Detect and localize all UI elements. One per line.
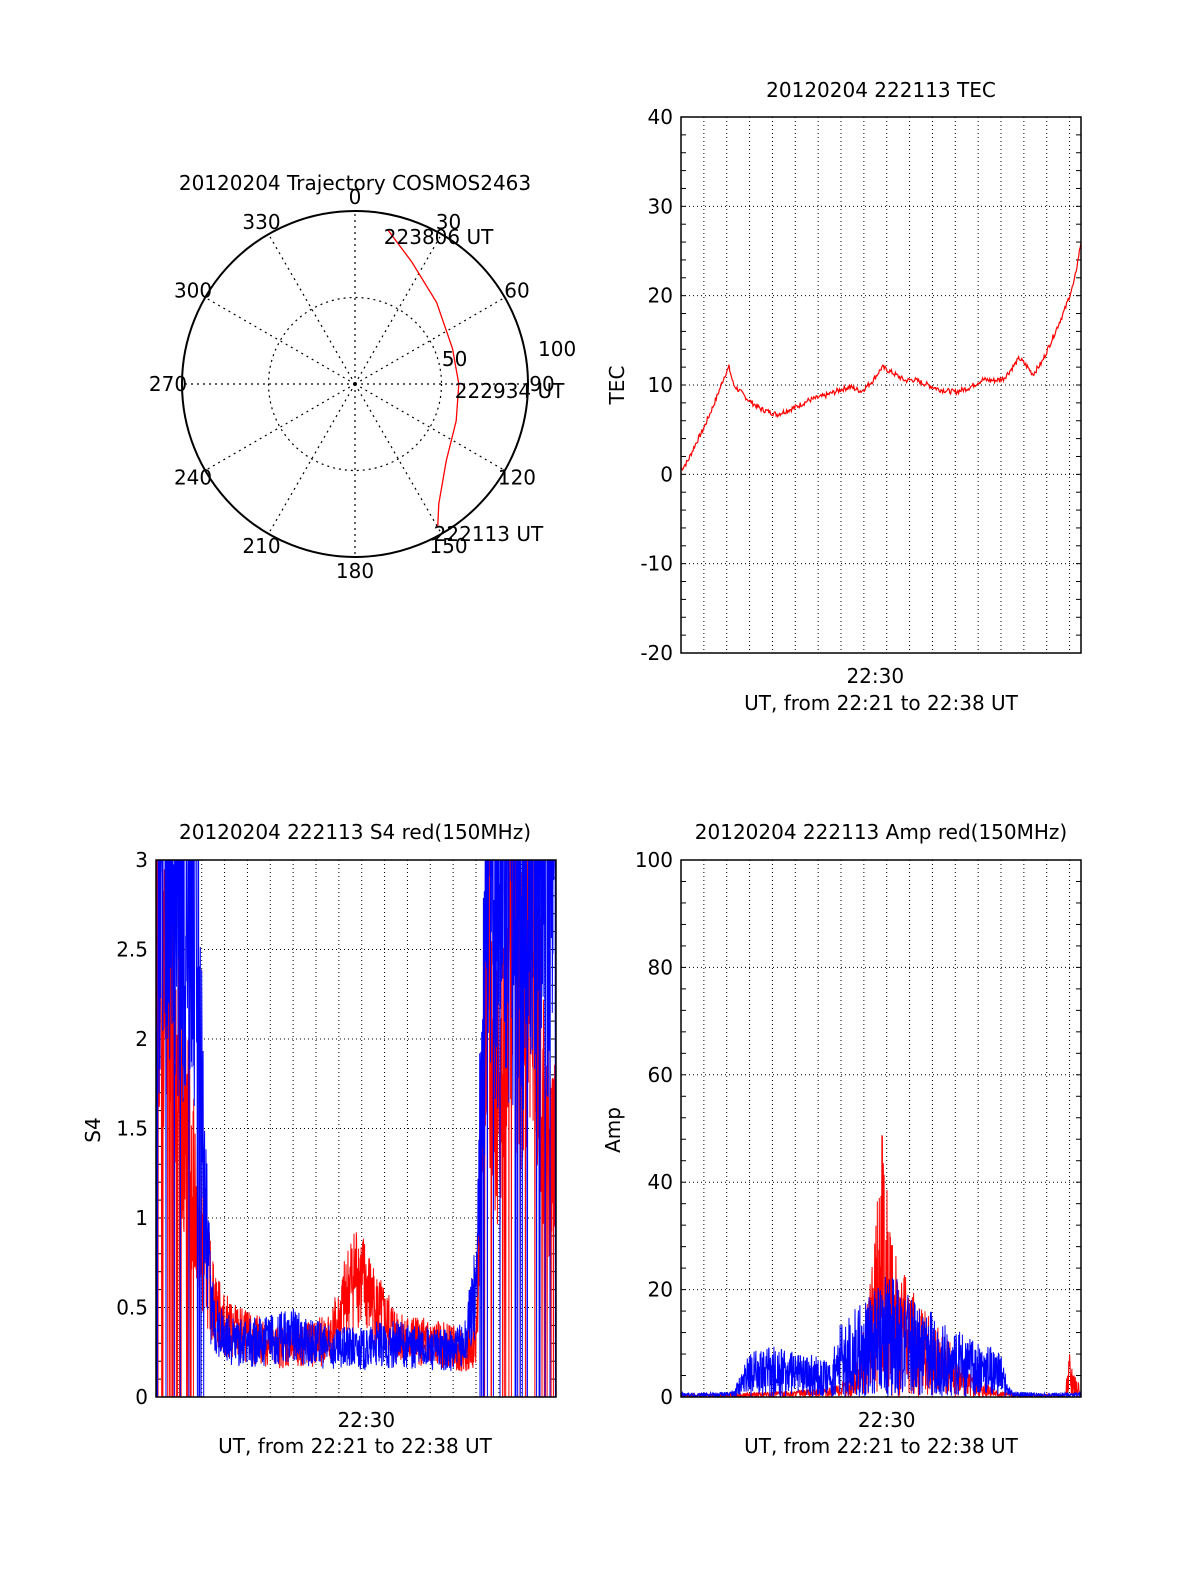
y-tick-label: 0	[135, 1385, 148, 1409]
polar-time-label: 222934 UT	[455, 379, 565, 403]
polar-azimuth-label: 240	[174, 466, 212, 490]
plot-frame	[155, 859, 557, 1398]
x-tick-label: 22:30	[858, 1408, 916, 1432]
x-tick-label: 22:30	[846, 664, 904, 688]
y-tick-label: 0	[660, 462, 673, 486]
x-tick-label: 22:30	[337, 1408, 395, 1432]
polar-track-line	[387, 229, 460, 528]
s4-title: 20120204 222113 S4 red(150MHz)	[179, 820, 531, 844]
polar-time-label: 222113 UT	[434, 522, 544, 546]
amp-ylabel: Amp	[601, 1107, 625, 1153]
tec-axes: -20 -10 0 10 20 30 40 22:30	[640, 105, 1082, 688]
polar-spoke	[354, 233, 443, 385]
polar-track-layer: 223806 UT 222934 UT 222113 UT	[384, 225, 565, 546]
y-tick-label: 100	[635, 848, 673, 872]
tec-panel: 20120204 222113 TEC UT, from 22:21 to 22…	[605, 78, 1082, 715]
y-tick-label: 40	[648, 1170, 673, 1194]
series-line	[681, 1276, 1081, 1397]
amp-xlabel: UT, from 22:21 to 22:38 UT	[744, 1434, 1019, 1458]
polar-azimuth-label: 0	[349, 185, 362, 209]
polar-azimuth-label: 210	[242, 534, 280, 558]
y-tick-label: 1.5	[116, 1117, 148, 1141]
polar-time-label: 223806 UT	[384, 225, 494, 249]
y-tick-label: 3	[135, 848, 148, 872]
polar-title: 20120204 Trajectory COSMOS2463	[179, 171, 531, 195]
y-tick-label: 20	[648, 284, 673, 308]
polar-azimuth-label: 330	[242, 210, 280, 234]
y-tick-label: 60	[648, 1063, 673, 1087]
y-tick-label: -10	[640, 552, 673, 576]
y-tick-label: 2	[135, 1027, 148, 1051]
polar-azimuth-label: 120	[498, 466, 536, 490]
polar-panel: 20120204 Trajectory COSMOS2463 0 30 60 90 12…	[149, 171, 576, 583]
tec-ylabel: TEC	[605, 366, 629, 406]
y-tick-label: 40	[648, 105, 673, 129]
amp-panel: 20120204 222113 Amp red(150MHz) UT, from…	[601, 820, 1082, 1458]
tec-title: 20120204 222113 TEC	[766, 78, 996, 102]
series-line	[681, 242, 1081, 472]
tec-xlabel: UT, from 22:21 to 22:38 UT	[744, 691, 1019, 715]
polar-azimuth-label: 90	[529, 372, 554, 396]
amp-axes: 0 20 40 60 80 100 22:30	[635, 848, 1082, 1432]
plot-frame	[680, 859, 1082, 1398]
polar-spoke	[354, 383, 506, 472]
polar-spoke	[354, 383, 443, 535]
polar-azimuth-label: 150	[429, 534, 467, 558]
y-tick-label: 0	[660, 1385, 673, 1409]
polar-ring	[267, 296, 443, 472]
polar-outer-circle	[181, 210, 529, 558]
polar-spoke	[267, 383, 356, 535]
series-line	[156, 860, 556, 1397]
polar-spoke	[354, 296, 506, 385]
s4-axes: 0 0.5 1 1.5 2 2.5 3 22:30	[116, 848, 557, 1432]
amp-title: 20120204 222113 Amp red(150MHz)	[695, 820, 1067, 844]
y-tick-label: -20	[640, 641, 673, 665]
s4-xlabel: UT, from 22:21 to 22:38 UT	[218, 1434, 493, 1458]
polar-azimuth-label: 300	[174, 279, 212, 303]
y-tick-label: 2.5	[116, 938, 148, 962]
y-tick-label: 0.5	[116, 1296, 148, 1320]
y-tick-label: 10	[648, 373, 673, 397]
y-tick-label: 30	[648, 194, 673, 218]
s4-ylabel: S4	[81, 1117, 105, 1142]
polar-azimuth-label: 270	[149, 372, 187, 396]
polar-spoke	[204, 383, 356, 472]
polar-spoke	[204, 296, 356, 385]
y-tick-label: 20	[648, 1278, 673, 1302]
series-line	[156, 860, 556, 1397]
plot-frame	[680, 116, 1082, 654]
polar-spoke	[267, 233, 356, 385]
polar-azimuth-label: 60	[504, 279, 529, 303]
s4-panel: 20120204 222113 S4 red(150MHz) UT, from …	[81, 820, 557, 1458]
polar-azimuth-label: 180	[336, 559, 374, 583]
y-tick-label: 1	[135, 1206, 148, 1230]
polar-radial-label: 100	[538, 337, 576, 361]
polar-azimuth-label: 30	[436, 210, 461, 234]
y-tick-label: 80	[648, 955, 673, 979]
